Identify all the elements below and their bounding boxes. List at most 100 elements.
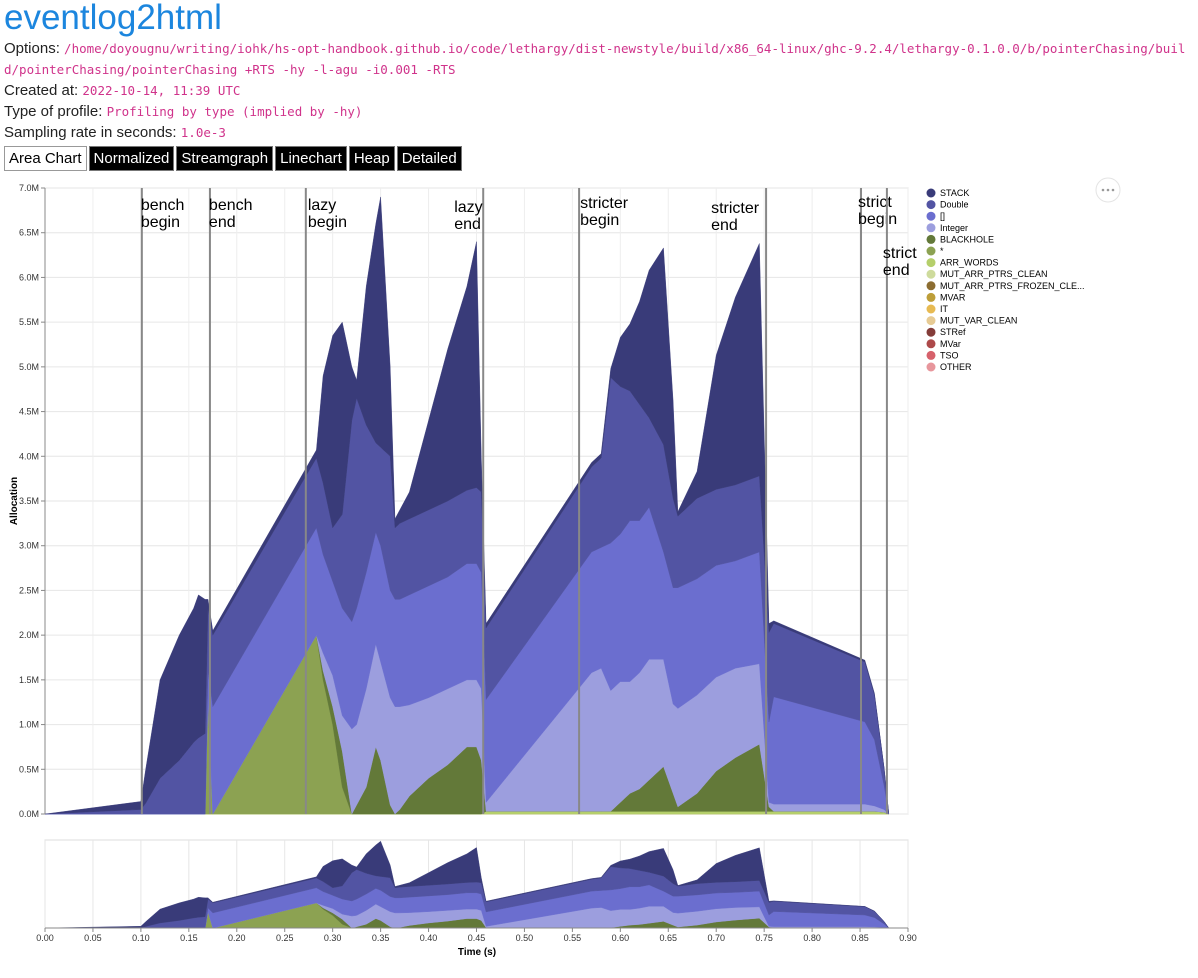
field-label: Type of profile: — [4, 103, 103, 120]
tabs: Area Chart Normalized Streamgraph Linechart… — [4, 146, 1196, 171]
legend-swatch — [926, 269, 936, 279]
y-tick-label: 6.0M — [19, 272, 39, 282]
field: Type of profile: Profiling by type (impl… — [4, 101, 1196, 122]
tab[interactable]: Linechart — [275, 146, 347, 171]
page-title: eventlog2html — [4, 0, 222, 37]
y-tick-label: 7.0M — [19, 183, 39, 193]
x-axis-title: Time (s) — [458, 947, 496, 958]
annotation-label: lazy — [308, 197, 336, 214]
legend-swatch — [926, 281, 936, 291]
y-tick-label: 6.5M — [19, 228, 39, 238]
annotation-label: begin — [858, 211, 897, 228]
annotation-label: strict — [883, 245, 917, 262]
y-tick-label: 5.0M — [19, 362, 39, 372]
field-label: Options: — [4, 40, 60, 57]
x-tick-label: 0.10 — [132, 933, 150, 943]
x-tick-label: 0.85 — [851, 933, 869, 943]
x-tick-label: 0.00 — [36, 933, 54, 943]
y-tick-label: 3.5M — [19, 496, 39, 506]
legend-swatch — [926, 292, 936, 302]
annotation-label: stricter — [580, 195, 629, 212]
main-areas — [44, 196, 890, 815]
legend-label: IT — [940, 304, 949, 314]
legend-label: MVar — [940, 339, 961, 349]
fields: Options: /home/doyougnu/writing/iohk/hs-… — [4, 38, 1196, 143]
tab[interactable]: Detailed — [396, 146, 462, 171]
legend-swatch — [926, 339, 936, 349]
annotation-label: begin — [308, 214, 347, 231]
tab[interactable]: Area Chart — [4, 146, 87, 171]
annotation-label: begin — [141, 214, 180, 231]
legend-swatch — [926, 234, 936, 244]
x-tick-label: 0.05 — [84, 933, 102, 943]
x-tick-label: 0.75 — [755, 933, 773, 943]
field-label: Sampling rate in seconds: — [4, 124, 177, 141]
field-value: /home/doyougnu/writing/iohk/hs-opt-handb… — [4, 41, 1186, 77]
annotation-label: lazy — [454, 199, 482, 216]
header: eventlog2html Options: /home/doyougnu/wr… — [4, 0, 1196, 171]
legend-label: * — [940, 246, 944, 256]
tab[interactable]: Streamgraph — [176, 146, 274, 171]
annotation-label: bench — [209, 197, 253, 214]
annotation-label: begin — [580, 212, 619, 229]
y-tick-label: 1.0M — [19, 720, 39, 730]
annotation-label: end — [454, 216, 481, 233]
legend-label: [] — [940, 211, 945, 221]
x-tick-label: 0.30 — [324, 933, 342, 943]
annotation-label: end — [883, 262, 910, 279]
legend-swatch — [926, 327, 936, 337]
legend-label: STACK — [940, 188, 969, 198]
legend-label: MVAR — [940, 292, 966, 302]
x-tick-label: 0.55 — [564, 933, 582, 943]
tab[interactable]: Normalized — [88, 146, 175, 171]
legend-swatch — [926, 188, 936, 198]
x-tick-label: 0.50 — [516, 933, 534, 943]
field-value: Profiling by type (implied by -hy) — [106, 104, 363, 119]
x-tick-label: 0.45 — [468, 933, 486, 943]
x-tick-label: 0.80 — [803, 933, 821, 943]
legend-label: BLACKHOLE — [940, 234, 994, 244]
legend-label: MUT_ARR_PTRS_FROZEN_CLE... — [940, 281, 1085, 291]
legend-swatch — [926, 304, 936, 314]
annotation-label: end — [209, 214, 236, 231]
y-tick-label: 4.0M — [19, 451, 39, 461]
y-tick-label: 0.5M — [19, 764, 39, 774]
x-tick-label: 0.65 — [660, 933, 678, 943]
legend-swatch — [926, 362, 936, 372]
x-tick-label: 0.35 — [372, 933, 390, 943]
annotation-label: stricter — [711, 200, 760, 217]
legend-label: STRef — [940, 327, 966, 337]
overview-areas — [44, 840, 890, 929]
x-tick-label: 0.40 — [420, 933, 438, 943]
legend-label: ARR_WORDS — [940, 258, 999, 268]
field-value: 1.0e-3 — [180, 125, 226, 140]
legend-label: MUT_VAR_CLEAN — [940, 316, 1017, 326]
annotation-label: end — [711, 217, 738, 234]
x-tick-label: 0.25 — [276, 933, 294, 943]
legend-label: Double — [940, 200, 969, 210]
legend-swatch — [926, 223, 936, 233]
legend-swatch — [926, 316, 936, 326]
y-tick-label: 4.5M — [19, 407, 39, 417]
x-tick-label: 0.90 — [899, 933, 917, 943]
y-tick-label: 2.5M — [19, 585, 39, 595]
x-tick-label: 0.70 — [707, 933, 725, 943]
y-tick-label: 2.0M — [19, 630, 39, 640]
x-tick-label: 0.20 — [228, 933, 246, 943]
annotation-label: bench — [141, 197, 185, 214]
y-tick-label: 3.0M — [19, 541, 39, 551]
legend-swatch — [926, 246, 936, 256]
legend-swatch — [926, 200, 936, 210]
tab[interactable]: Heap — [348, 146, 395, 171]
x-tick-label: 0.60 — [612, 933, 630, 943]
annotation-label: strict — [858, 194, 892, 211]
legend-label: TSO — [940, 350, 959, 360]
legend-label: MUT_ARR_PTRS_CLEAN — [940, 269, 1048, 279]
field: Sampling rate in seconds: 1.0e-3 — [4, 122, 1196, 143]
legend-label: Integer — [940, 223, 968, 233]
actions-button[interactable] — [1095, 177, 1121, 203]
legend-label: OTHER — [940, 362, 972, 372]
x-tick-label: 0.15 — [180, 933, 198, 943]
